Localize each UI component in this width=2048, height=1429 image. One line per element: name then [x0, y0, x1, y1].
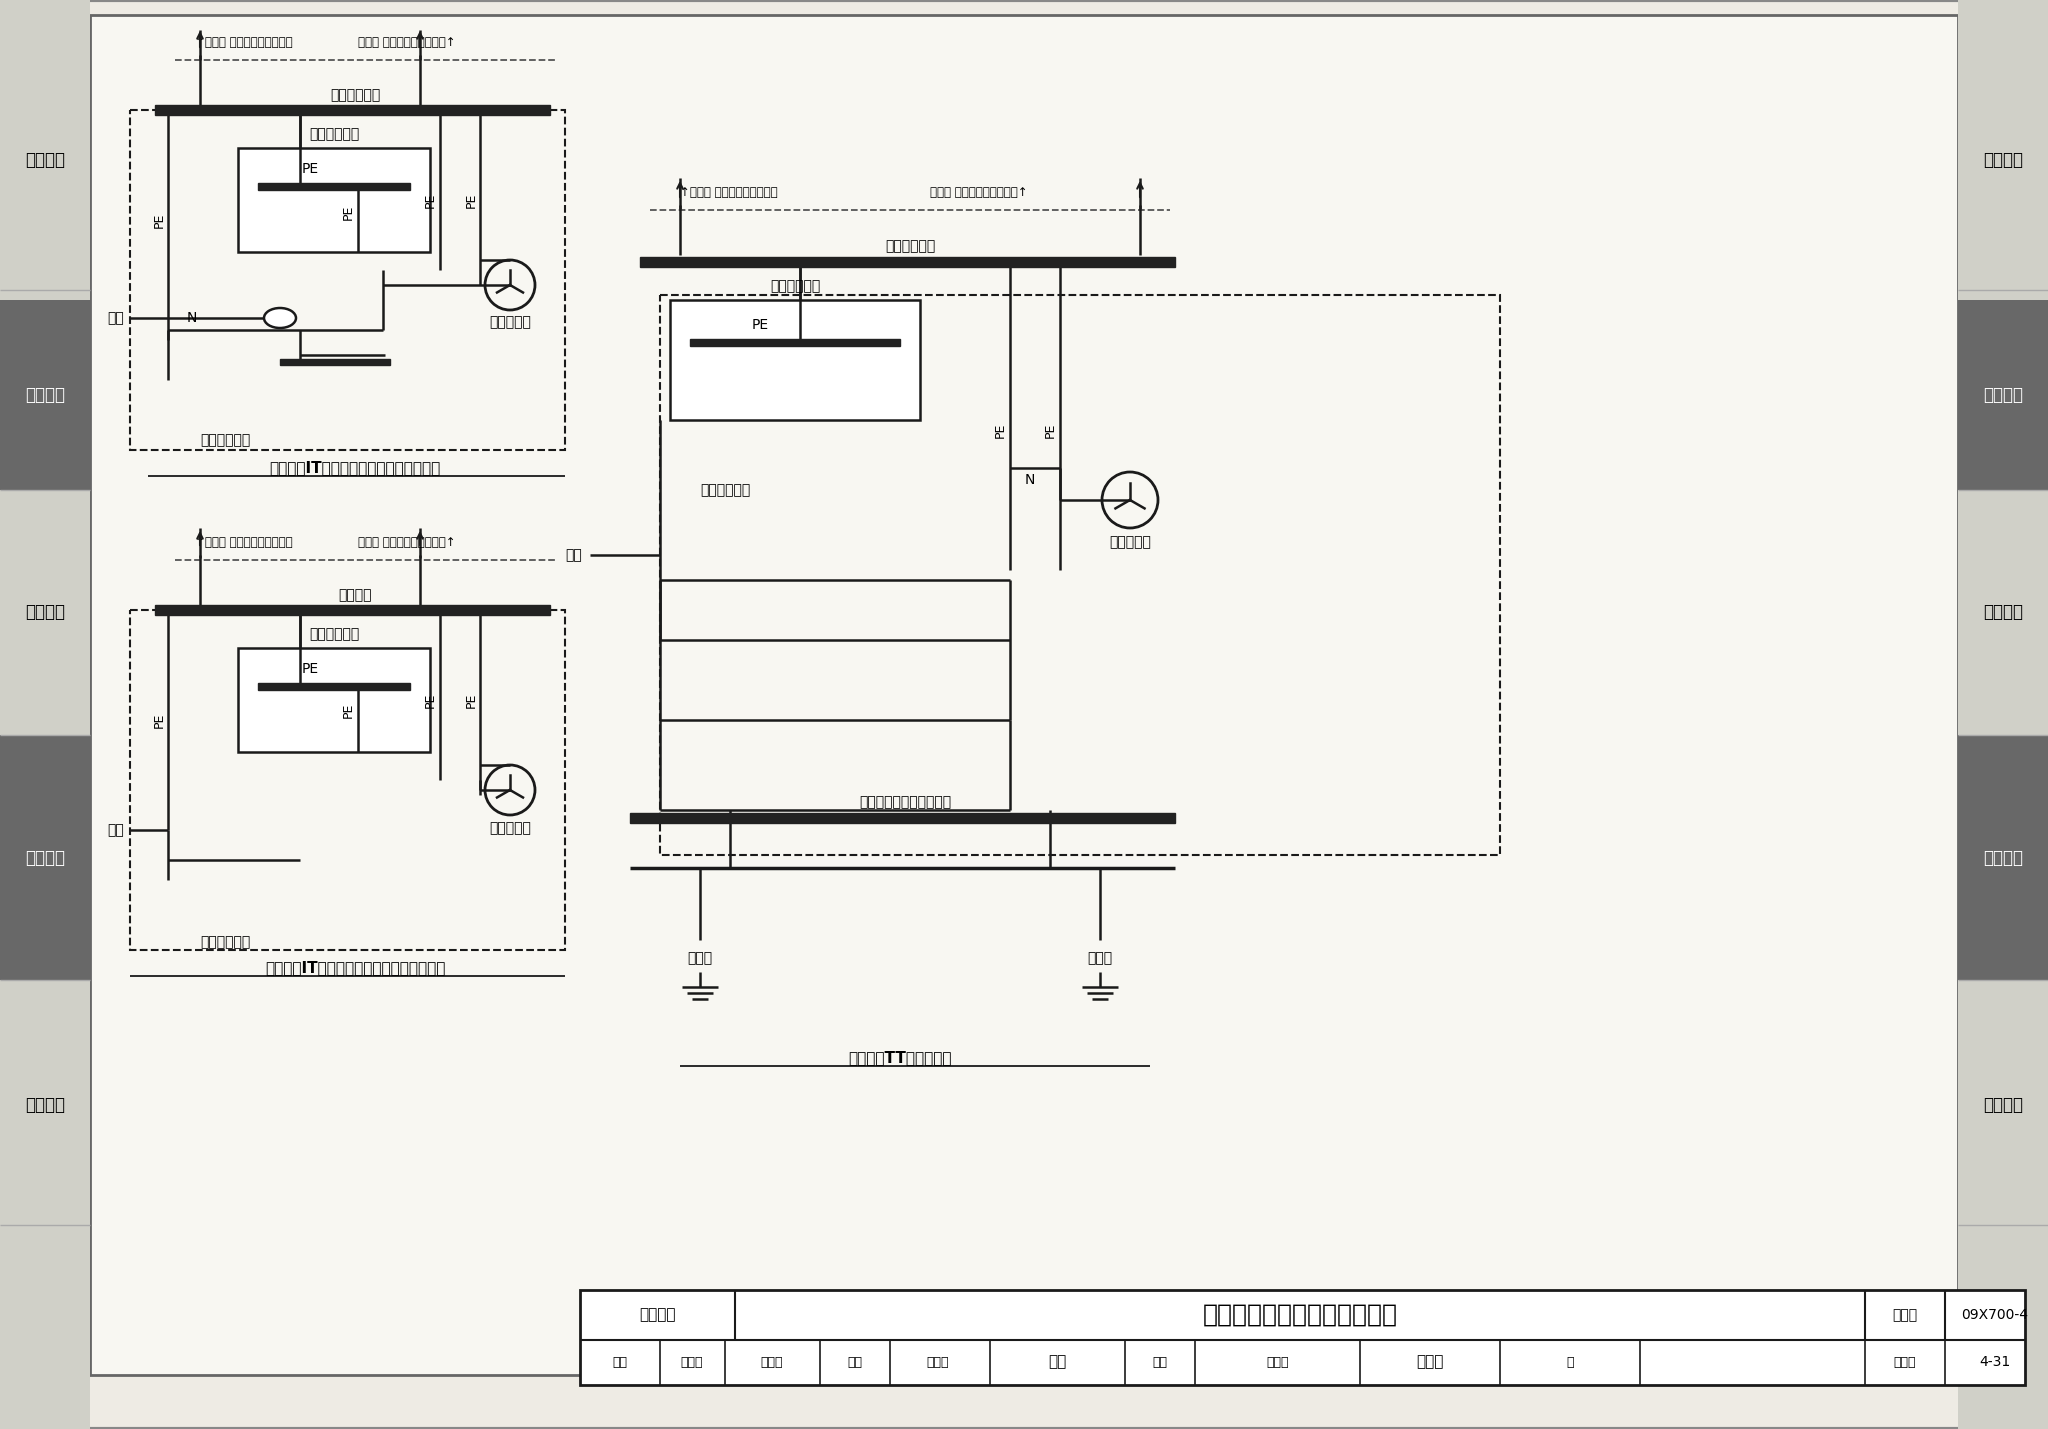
Text: 应急发电机房: 应急发电机房 — [201, 935, 250, 949]
Bar — [639, 257, 1176, 267]
Text: 接地型式TT系统示意图: 接地型式TT系统示意图 — [848, 1050, 952, 1066]
Text: 发电机中性线接地端子板: 发电机中性线接地端子板 — [858, 795, 950, 809]
Text: 校对: 校对 — [848, 1356, 862, 1369]
Text: 供电电源: 供电电源 — [25, 386, 66, 404]
Text: 缆线敏设: 缆线敏设 — [25, 603, 66, 622]
Text: 馈出: 馈出 — [106, 823, 125, 837]
Text: 李雪飘: 李雪飘 — [680, 1356, 702, 1369]
Bar — [238, 647, 430, 752]
Text: 应急发电机: 应急发电机 — [489, 314, 530, 329]
Bar — [1958, 0, 2048, 1429]
Bar — [580, 1290, 2025, 1385]
Bar — [258, 683, 410, 690]
Bar — [129, 610, 565, 950]
Text: 接地线: 接地线 — [688, 952, 713, 965]
Text: 务热仙: 务热仙 — [760, 1356, 782, 1369]
Bar — [0, 0, 90, 1429]
Bar — [0, 735, 90, 980]
Bar — [659, 294, 1499, 855]
Text: 图集号: 图集号 — [1894, 1356, 1917, 1369]
Text: 接地型式IT系统（中性导体引出）示意图: 接地型式IT系统（中性导体引出）示意图 — [270, 460, 440, 476]
Text: 图集号: 图集号 — [1892, 1308, 1917, 1322]
Text: 备用发电机: 备用发电机 — [1110, 534, 1151, 549]
Text: 应急发电机房: 应急发电机房 — [201, 433, 250, 447]
Text: PE: PE — [152, 712, 166, 727]
Bar — [156, 604, 551, 614]
Text: 接地线 由保护接地系统引来↑: 接地线 由保护接地系统引来↑ — [930, 186, 1028, 199]
Text: PE: PE — [342, 204, 354, 220]
Text: PE: PE — [1044, 423, 1057, 437]
Text: 接地线 由保护接地系统引来↑: 接地线 由保护接地系统引来↑ — [358, 536, 455, 549]
Text: ↑接地线 由保护接地系统引来: ↑接地线 由保护接地系统引来 — [680, 186, 778, 199]
Text: 发电机控制屏: 发电机控制屏 — [770, 279, 819, 293]
Text: 总接地端子板: 总接地端子板 — [885, 239, 936, 253]
Text: 发电机控制屏: 发电机控制屏 — [309, 127, 358, 141]
Text: PE: PE — [465, 692, 477, 707]
Text: 自备发电机房: 自备发电机房 — [700, 483, 750, 497]
Text: PE: PE — [301, 662, 319, 676]
Text: 09X700-4: 09X700-4 — [1962, 1308, 2028, 1322]
Text: 馬建: 馬建 — [1049, 1355, 1067, 1369]
Text: 审核: 审核 — [612, 1356, 627, 1369]
Text: 供电电源: 供电电源 — [639, 1308, 676, 1322]
Bar — [1958, 735, 2048, 980]
Bar — [0, 300, 90, 490]
Text: 防雷接地: 防雷接地 — [1982, 1096, 2023, 1115]
Text: 设备安装: 设备安装 — [25, 849, 66, 867]
Text: PE: PE — [152, 213, 166, 227]
Text: PE: PE — [752, 319, 768, 332]
Bar — [631, 813, 1176, 823]
Text: PE: PE — [301, 161, 319, 176]
Text: N: N — [1024, 473, 1034, 487]
Bar — [258, 183, 410, 190]
Text: 馈出: 馈出 — [106, 312, 125, 324]
Text: 4-31: 4-31 — [1978, 1355, 2011, 1369]
Bar — [281, 359, 389, 364]
Text: 接地线 由保护接地系统引来↑: 接地线 由保护接地系统引来↑ — [358, 36, 455, 49]
Text: 缆线敏设: 缆线敏设 — [1982, 603, 2023, 622]
Text: 防雷接地: 防雷接地 — [25, 1096, 66, 1115]
Ellipse shape — [264, 309, 297, 329]
Text: 李道本: 李道本 — [928, 1356, 950, 1369]
Bar — [670, 300, 920, 420]
Bar — [238, 149, 430, 252]
Text: PE: PE — [465, 193, 477, 207]
Text: 发电机控制屏: 发电机控制屏 — [309, 627, 358, 642]
Bar — [129, 110, 565, 450]
Text: 馈出: 馈出 — [565, 547, 582, 562]
Text: 设计: 设计 — [1153, 1356, 1167, 1369]
Text: 范景昌: 范景昌 — [1417, 1355, 1444, 1369]
Text: 柴油发电机组接地形式示意图: 柴油发电机组接地形式示意图 — [1202, 1303, 1397, 1328]
Bar — [1958, 300, 2048, 490]
Text: 接地母线: 接地母线 — [338, 587, 373, 602]
Text: 设备安装: 设备安装 — [1982, 849, 2023, 867]
Text: PE: PE — [993, 423, 1006, 437]
Text: 总接地端子板: 总接地端子板 — [330, 89, 381, 101]
Bar — [156, 104, 551, 114]
Text: 接地型式IT系统（中性导体不引出）示意图: 接地型式IT系统（中性导体不引出）示意图 — [264, 960, 444, 976]
Text: PE: PE — [424, 193, 436, 207]
Text: PE: PE — [342, 702, 354, 717]
Text: 页: 页 — [1567, 1356, 1573, 1369]
Bar — [690, 339, 899, 346]
Text: 范景昌: 范景昌 — [1268, 1356, 1290, 1369]
Text: ↑接地线 由保护接地系统引来: ↑接地线 由保护接地系统引来 — [195, 36, 293, 49]
Text: 应急发电机: 应急发电机 — [489, 822, 530, 835]
Text: PE: PE — [424, 692, 436, 707]
Text: 供电电源: 供电电源 — [1982, 386, 2023, 404]
Text: N: N — [186, 312, 197, 324]
Text: ↑接地线 由保护接地系统引来: ↑接地线 由保护接地系统引来 — [195, 536, 293, 549]
Text: 机房工程: 机房工程 — [25, 151, 66, 169]
Text: 机房工程: 机房工程 — [1982, 151, 2023, 169]
Text: 接地线: 接地线 — [1087, 952, 1112, 965]
